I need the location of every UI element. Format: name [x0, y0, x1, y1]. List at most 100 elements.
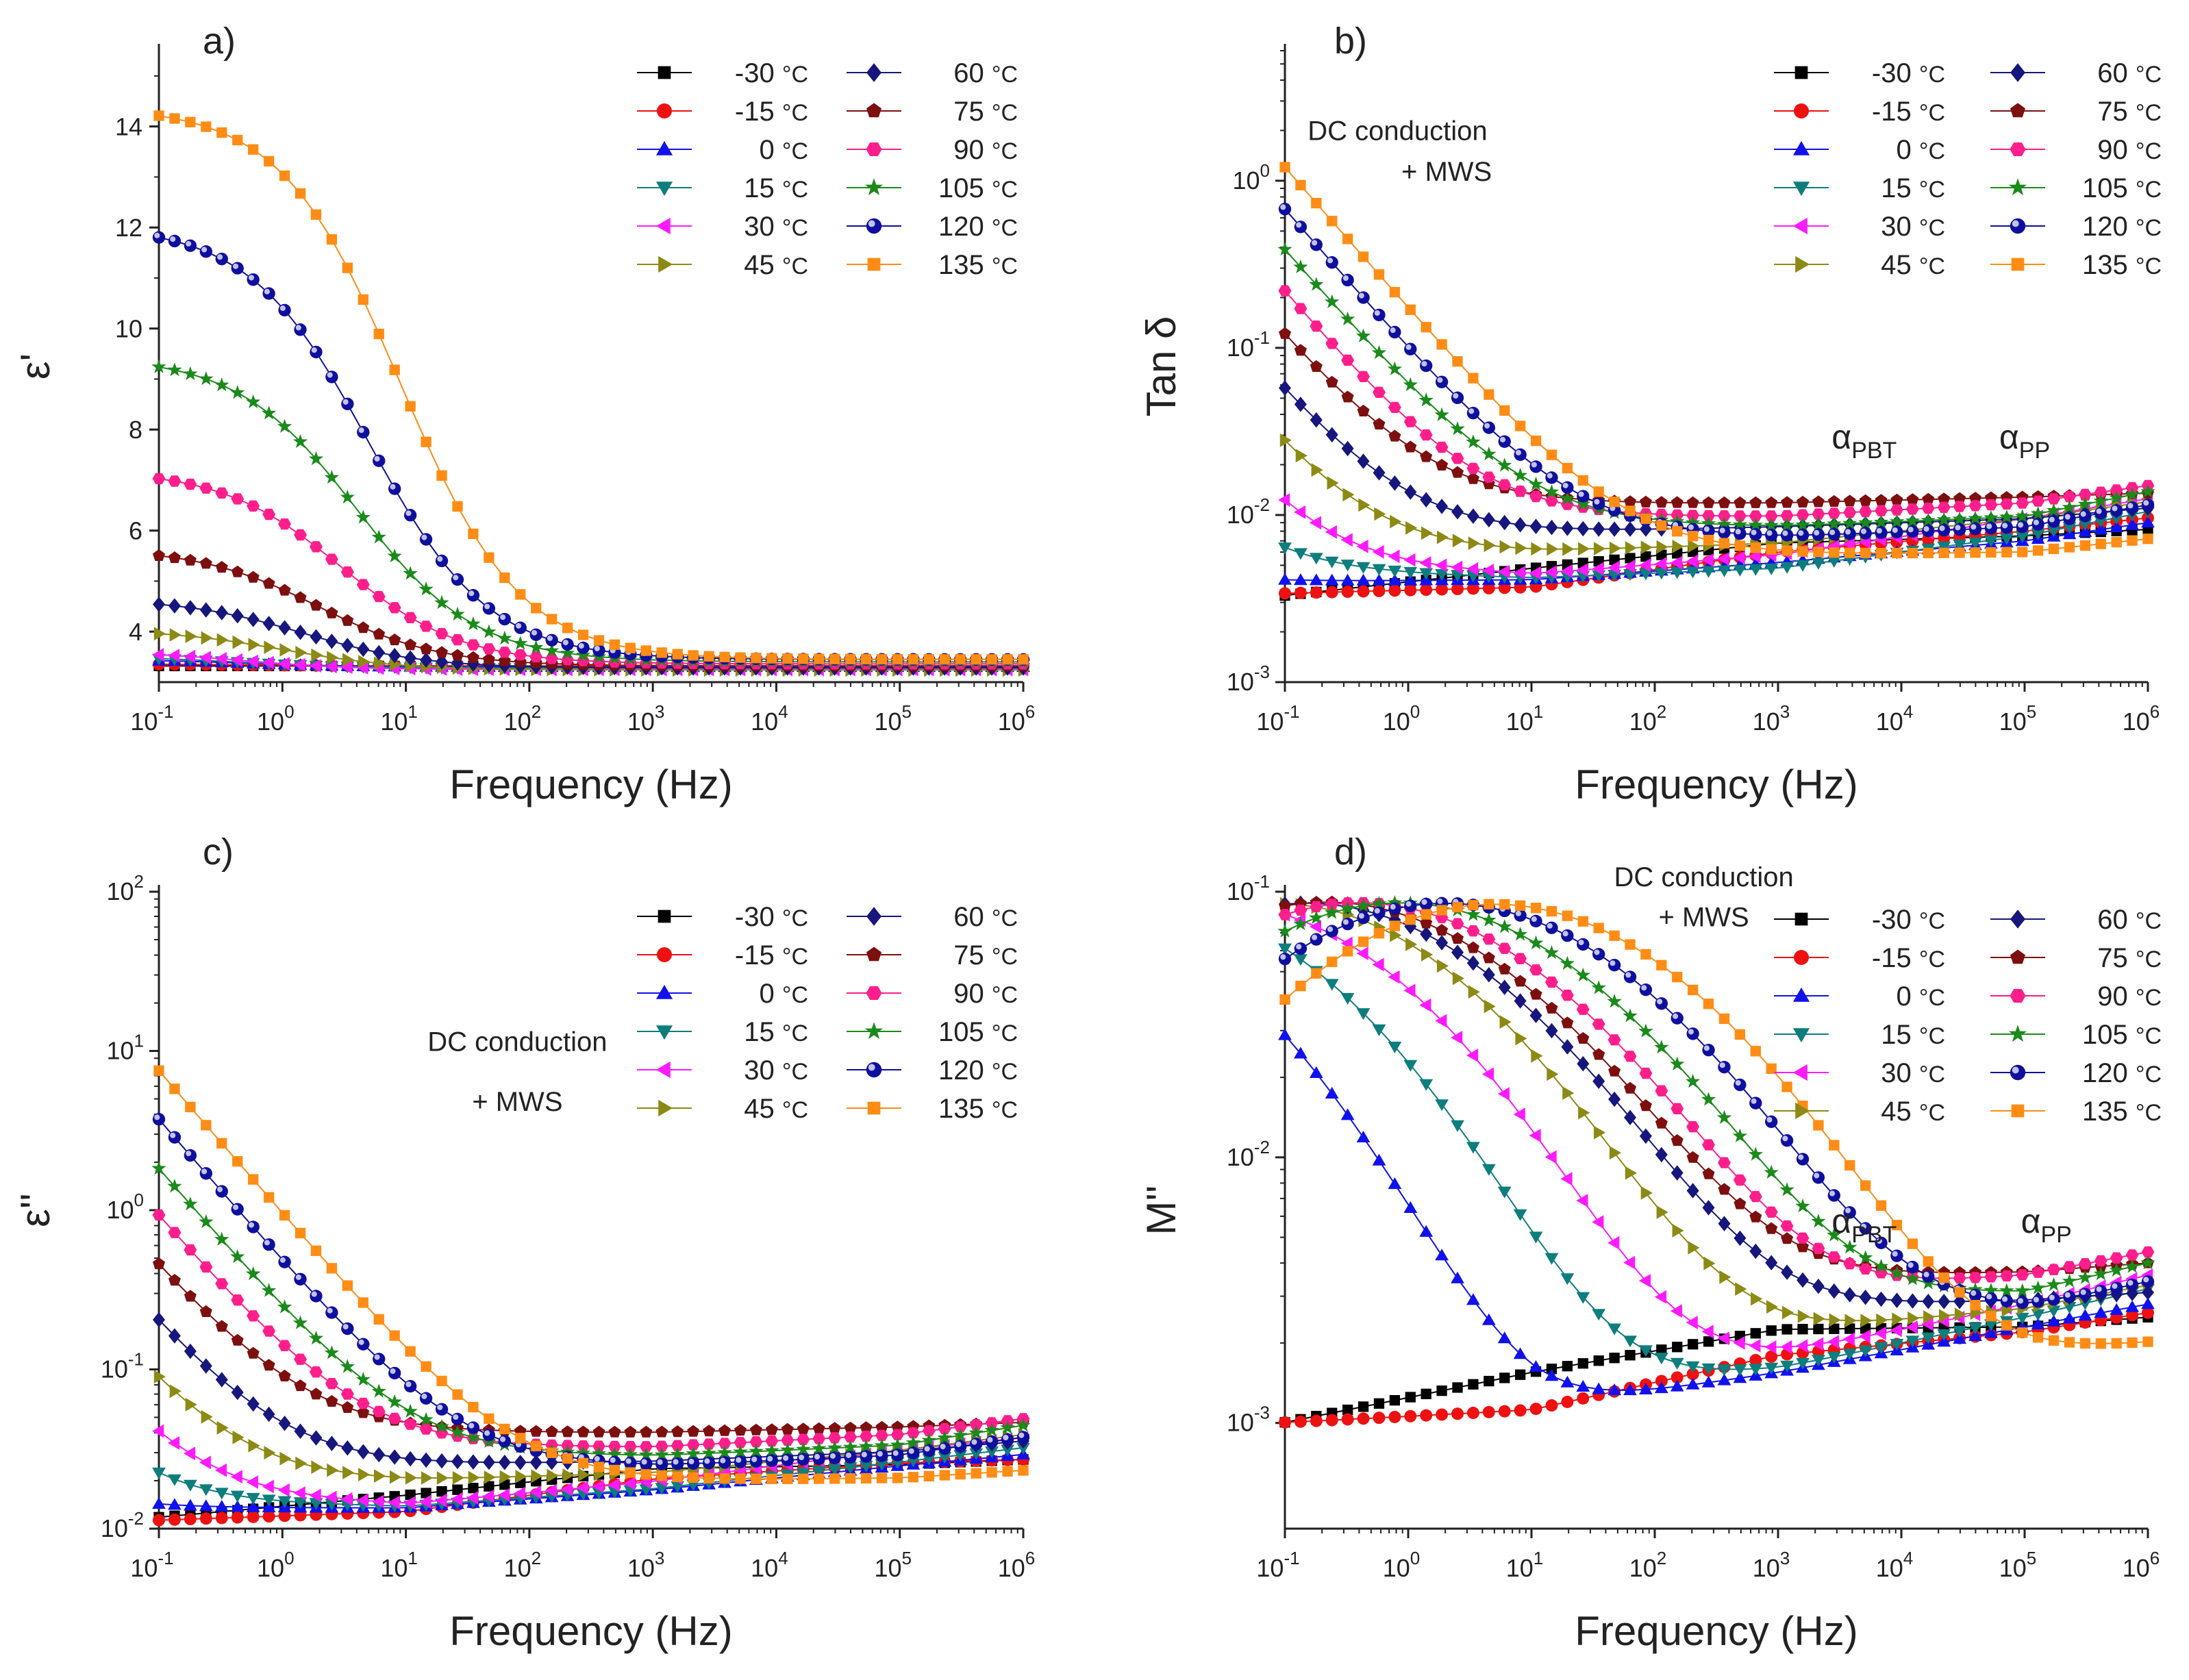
legend-item: 135 °C: [847, 250, 1018, 280]
data-point: [293, 1497, 308, 1509]
data-point: [2078, 525, 2092, 537]
data-point: [1373, 465, 1386, 481]
data-point: [340, 1388, 354, 1400]
data-point: [2125, 1278, 2139, 1292]
data-point: [2017, 1327, 2028, 1338]
data-point: [1749, 1339, 1761, 1353]
data-point: [1671, 1165, 1684, 1181]
y-tick-label: 10-3: [1227, 1403, 1270, 1437]
data-point: [1576, 563, 1588, 577]
data-point: [1577, 1031, 1590, 1044]
data-point: [1625, 939, 1636, 950]
data-point: [1625, 1350, 1636, 1361]
data-point: [279, 1209, 290, 1221]
data-point: [1655, 1116, 1668, 1129]
data-point: [1655, 1085, 1668, 1096]
data-point: [1654, 557, 1666, 571]
legend-label: 135 °C: [2082, 250, 2162, 280]
data-point: [1342, 946, 1353, 957]
data-point: [497, 1488, 510, 1502]
data-point: [859, 1460, 873, 1472]
data-point: [246, 1475, 258, 1489]
data-point: [2127, 535, 2138, 546]
data-point: [1514, 448, 1527, 462]
data-point: [1702, 525, 1715, 538]
data-point: [733, 1444, 748, 1459]
y-axis-title: ε': [12, 353, 58, 379]
data-point: [1905, 1320, 1918, 1334]
data-point: [2111, 537, 2122, 548]
data-point: [405, 401, 416, 412]
data-point: [1672, 1342, 1683, 1353]
data-point: [1576, 1379, 1590, 1392]
data-point: [609, 639, 621, 650]
data-point: [295, 1456, 308, 1470]
data-point: [184, 239, 197, 252]
data-point: [403, 1496, 416, 1510]
data-point: [498, 612, 511, 626]
data-point: [1325, 573, 1339, 586]
data-point: [562, 623, 573, 634]
data-point: [1686, 1377, 1700, 1390]
y-tick-label: 10-1: [1227, 871, 1270, 905]
data-point: [1466, 406, 1480, 420]
data-point: [357, 621, 370, 634]
data-point: [1357, 1412, 1370, 1425]
data-point: [1325, 256, 1338, 269]
data-point: [1514, 909, 1527, 922]
data-point: [2095, 538, 2106, 549]
data-point: [403, 1418, 417, 1430]
data-point: [1907, 1238, 1918, 1249]
legend-label: 75 °C: [953, 940, 1018, 970]
data-point: [1733, 1371, 1747, 1383]
data-point: [2000, 521, 2013, 534]
data-point: [1654, 1353, 1668, 1365]
data-point: [688, 1472, 699, 1483]
data-point: [1482, 581, 1495, 594]
data-point: [484, 1481, 495, 1492]
data-point: [1905, 513, 1921, 527]
data-point: [858, 1438, 874, 1453]
data-point: [1529, 1231, 1543, 1244]
data-point: [201, 121, 212, 132]
data-point: [1018, 1465, 1029, 1476]
data-point: [1670, 1379, 1684, 1392]
data-point: [1325, 1086, 1339, 1099]
data-point: [419, 1494, 431, 1509]
data-point: [1499, 1372, 1510, 1383]
data-point: [421, 1488, 431, 1499]
data-point: [1922, 1294, 1935, 1309]
data-point: [1984, 1282, 1999, 1297]
x-tick-label: 106: [998, 701, 1036, 736]
data-point: [1309, 1066, 1323, 1078]
data-point: [607, 1446, 623, 1461]
data-point: [466, 616, 481, 631]
data-point: [168, 649, 180, 663]
data-point: [1624, 1109, 1636, 1125]
data-point: [1764, 1206, 1778, 1218]
data-point: [1341, 586, 1354, 599]
data-point: [577, 1457, 589, 1469]
data-point: [1859, 505, 1873, 518]
data-point: [1373, 906, 1386, 919]
data-point: [1390, 514, 1402, 529]
series-105: [1277, 241, 2155, 532]
series-60: [1279, 895, 2154, 1309]
data-point: [1827, 494, 1840, 507]
data-point: [1484, 899, 1494, 910]
data-point: [1466, 582, 1479, 595]
data-point: [718, 1424, 731, 1436]
legend-item: -30 °C: [1774, 905, 1945, 935]
data-point: [169, 113, 180, 124]
data-point: [640, 1457, 653, 1470]
data-point: [1358, 936, 1369, 947]
data-point: [1921, 502, 1935, 514]
data-point: [1372, 1153, 1386, 1166]
data-point: [1765, 1222, 1778, 1234]
data-point: [718, 1456, 731, 1469]
data-point: [484, 552, 495, 563]
data-point: [1562, 1086, 1575, 1100]
data-point: [1435, 568, 1449, 581]
data-point: [2079, 1288, 2092, 1301]
data-point: [310, 1388, 323, 1400]
